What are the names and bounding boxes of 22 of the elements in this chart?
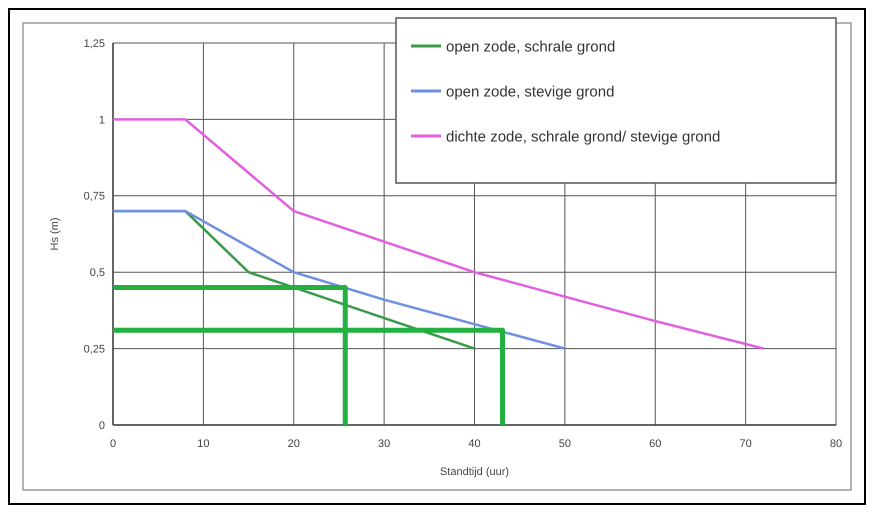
y-tick-label: 0,75 [84,190,105,203]
x-tick-label: 10 [197,438,210,450]
y-tick-label: 0,5 [90,267,105,280]
line-series [112,118,765,350]
x-tick-label: 0 [110,438,116,450]
y-tick-label: 1,25 [84,38,105,50]
x-tick-label: 40 [468,438,481,450]
x-tick-label: 80 [830,438,842,450]
legend-label: open zode, schrale grond [446,38,616,56]
x-tick-label: 30 [378,438,390,450]
legend-label: open zode, stevige grond [446,83,614,100]
x-tick-label: 60 [649,438,662,450]
y-tick-label: 0,25 [84,343,105,356]
y-tick-label: 1 [98,114,105,126]
x-axis-title: Standtijd (uur) [440,466,510,478]
x-tick-label: 70 [740,438,752,450]
x-tick-label: 50 [558,438,571,450]
y-tick-label: 0 [98,420,105,432]
line-series [112,210,566,350]
x-tick-label: 20 [288,438,300,450]
legend-label: dichte zode, schrale grond/ stevige grond [446,128,720,146]
y-axis-title: Hs (m) [49,218,61,250]
